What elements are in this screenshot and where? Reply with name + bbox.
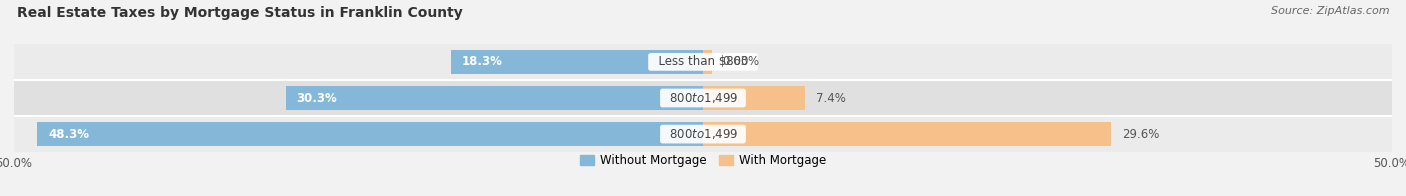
Bar <box>703 122 1111 146</box>
Bar <box>14 116 1392 152</box>
Legend: Without Mortgage, With Mortgage: Without Mortgage, With Mortgage <box>581 154 825 167</box>
Text: $800 to $1,499: $800 to $1,499 <box>662 127 744 141</box>
Text: 0.63%: 0.63% <box>723 55 759 68</box>
Bar <box>703 86 806 110</box>
Bar <box>38 122 703 146</box>
Text: $800 to $1,499: $800 to $1,499 <box>662 91 744 105</box>
Text: Less than $800: Less than $800 <box>651 55 755 68</box>
Text: 48.3%: 48.3% <box>48 128 90 141</box>
Text: 7.4%: 7.4% <box>815 92 846 104</box>
Bar <box>14 44 1392 80</box>
Text: Source: ZipAtlas.com: Source: ZipAtlas.com <box>1271 6 1389 16</box>
Bar <box>14 80 1392 116</box>
Text: 18.3%: 18.3% <box>461 55 503 68</box>
Bar <box>285 86 703 110</box>
Text: 29.6%: 29.6% <box>1122 128 1160 141</box>
Bar <box>703 50 711 74</box>
Text: Real Estate Taxes by Mortgage Status in Franklin County: Real Estate Taxes by Mortgage Status in … <box>17 6 463 20</box>
Text: 30.3%: 30.3% <box>297 92 337 104</box>
Bar <box>451 50 703 74</box>
